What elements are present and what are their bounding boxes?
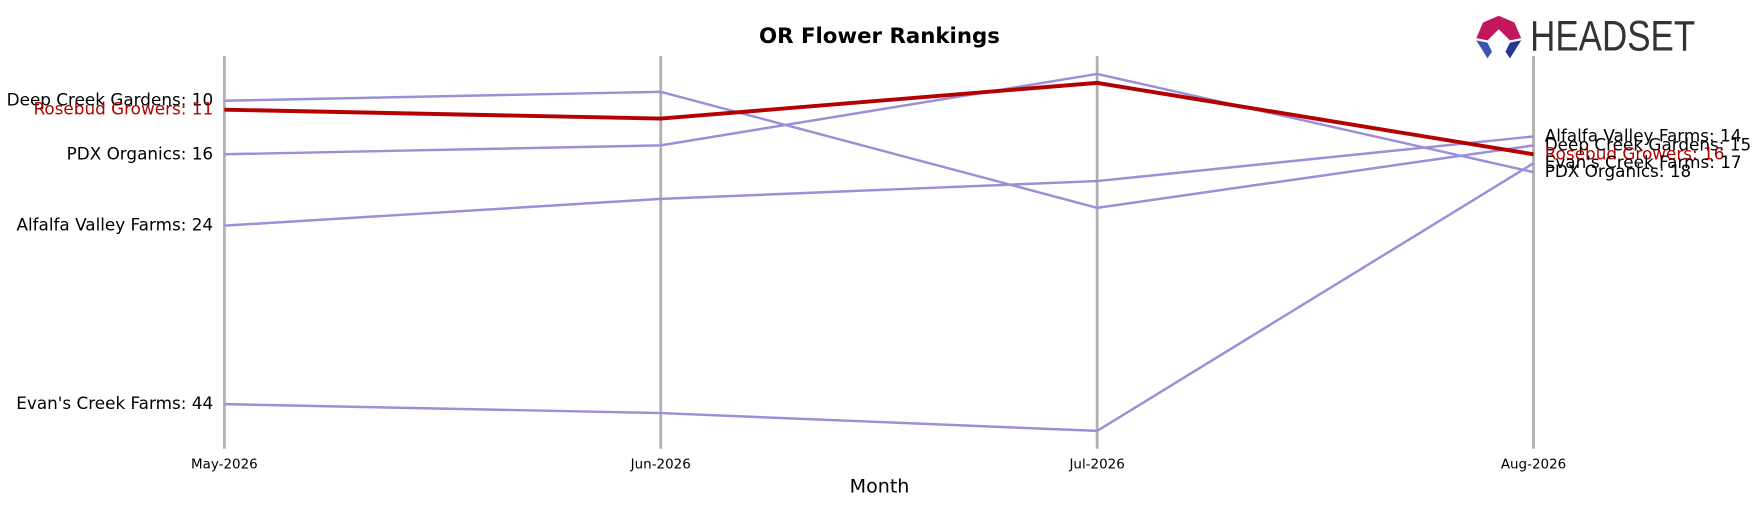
x-tick-label: Jul-2026 bbox=[1068, 457, 1124, 472]
value-label: Rosebud Growers: 16 bbox=[1545, 143, 1725, 163]
x-axis-label: Month bbox=[850, 475, 910, 497]
value-label: PDX Organics: 18 bbox=[1545, 161, 1692, 181]
value-label: Deep Creek Gardens: 10 bbox=[7, 90, 213, 110]
value-label: Alfalfa Valley Farms: 24 bbox=[16, 215, 213, 235]
value-label: Alfalfa Valley Farms: 14 bbox=[1545, 125, 1742, 145]
logo-mark bbox=[1505, 40, 1522, 59]
series-line bbox=[224, 80, 1534, 157]
x-tick-label: Aug-2026 bbox=[1501, 457, 1566, 472]
logo-mark bbox=[1476, 40, 1493, 59]
chart-title: OR Flower Rankings bbox=[759, 24, 1000, 49]
logo-mark bbox=[1476, 15, 1522, 41]
value-label: Rosebud Growers: 11 bbox=[33, 99, 213, 119]
value-label: Evan's Creek Farms: 17 bbox=[1545, 152, 1742, 172]
value-label: PDX Organics: 16 bbox=[67, 143, 214, 163]
logo-text: HEADSET bbox=[1530, 13, 1695, 60]
series-line bbox=[224, 135, 1534, 227]
x-tick-label: May-2026 bbox=[191, 457, 258, 472]
series-line bbox=[224, 162, 1535, 433]
value-label: Evan's Creek Farms: 44 bbox=[16, 393, 213, 413]
x-tick-label: Jun-2026 bbox=[630, 457, 691, 472]
series-line bbox=[224, 72, 1534, 174]
value-label: Deep Creek Gardens: 15 bbox=[1545, 134, 1751, 154]
logo: HEADSET bbox=[1476, 13, 1695, 60]
series-line bbox=[224, 90, 1534, 210]
